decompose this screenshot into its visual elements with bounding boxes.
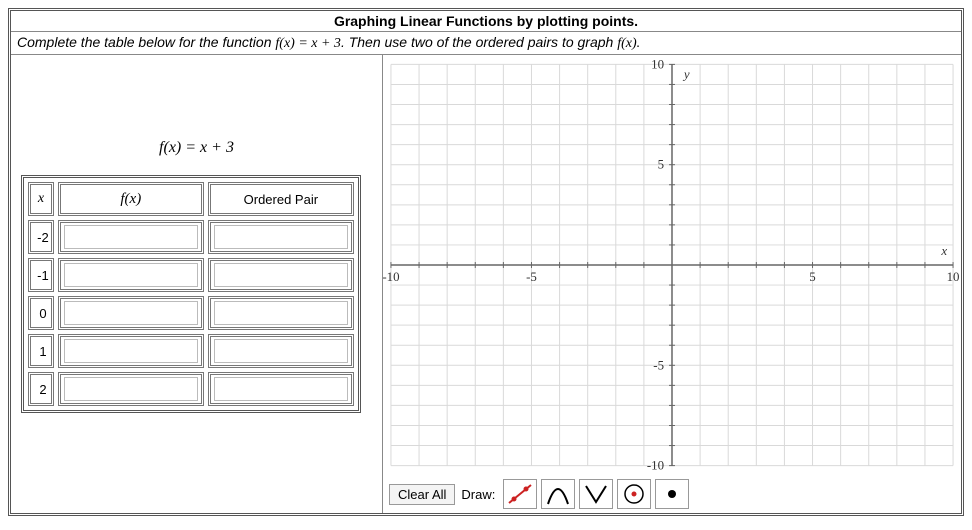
fx-input[interactable] [64, 263, 198, 287]
ordered-pair-input[interactable] [214, 377, 349, 401]
instruction-end: f(x). [617, 36, 640, 51]
svg-text:y: y [682, 66, 690, 81]
function-heading: f(x) = x + 3 [19, 139, 374, 157]
ordered-pair-input[interactable] [214, 339, 349, 363]
ordered-pair-input[interactable] [214, 301, 349, 325]
svg-text:5: 5 [658, 157, 664, 172]
line-tool[interactable] [503, 479, 537, 509]
clear-all-button[interactable]: Clear All [389, 484, 455, 505]
svg-text:-10: -10 [647, 458, 664, 473]
fx-input[interactable] [64, 225, 198, 249]
x-value: -2 [28, 220, 54, 254]
x-value: 1 [28, 334, 54, 368]
table-row: -1 [28, 258, 354, 292]
svg-text:x: x [940, 243, 947, 258]
fx-input[interactable] [64, 377, 198, 401]
instruction-prefix: Complete the table below for the functio… [17, 34, 275, 50]
open-point-tool[interactable] [617, 479, 651, 509]
fx-input[interactable] [64, 301, 198, 325]
content-row: f(x) = x + 3 x f(x) Ordered Pair -2 [11, 55, 961, 513]
draw-label: Draw: [459, 487, 499, 502]
table-row: 0 [28, 296, 354, 330]
graph-area[interactable]: -10-5510-10-5510xy [383, 55, 961, 475]
value-table: x f(x) Ordered Pair -2 -1 [21, 175, 361, 413]
problem-title: Graphing Linear Functions by plotting po… [11, 11, 961, 32]
coordinate-grid[interactable]: -10-5510-10-5510xy [383, 55, 961, 475]
absval-icon [582, 482, 610, 506]
instruction-mid: . Then use two of the ordered pairs to g… [341, 34, 617, 50]
ordered-pair-input[interactable] [214, 225, 349, 249]
table-row: 2 [28, 372, 354, 406]
right-panel: -10-5510-10-5510xy Clear All Draw: [383, 55, 961, 513]
ordered-pair-input[interactable] [214, 263, 349, 287]
svg-text:5: 5 [809, 269, 815, 284]
line-icon [506, 482, 534, 506]
left-panel: f(x) = x + 3 x f(x) Ordered Pair -2 [11, 55, 383, 513]
header-fx: f(x) [58, 182, 204, 216]
svg-text:-10: -10 [383, 269, 400, 284]
header-x: x [28, 182, 54, 216]
problem-frame: Graphing Linear Functions by plotting po… [8, 8, 964, 516]
x-value: 0 [28, 296, 54, 330]
graph-toolbar: Clear All Draw: [383, 475, 961, 513]
header-ordered-pair: Ordered Pair [208, 182, 354, 216]
closed-point-icon [658, 482, 686, 506]
svg-text:-5: -5 [653, 357, 664, 372]
table-row: -2 [28, 220, 354, 254]
svg-text:10: 10 [651, 56, 664, 71]
parabola-icon [544, 482, 572, 506]
open-point-icon [620, 482, 648, 506]
closed-point-tool[interactable] [655, 479, 689, 509]
parabola-tool[interactable] [541, 479, 575, 509]
fx-input[interactable] [64, 339, 198, 363]
svg-text:-5: -5 [526, 269, 537, 284]
absval-tool[interactable] [579, 479, 613, 509]
svg-text:10: 10 [947, 269, 960, 284]
x-value: 2 [28, 372, 54, 406]
x-value: -1 [28, 258, 54, 292]
table-row: 1 [28, 334, 354, 368]
instruction-func: f(x) = x + 3 [275, 36, 341, 51]
instruction: Complete the table below for the functio… [11, 32, 961, 55]
